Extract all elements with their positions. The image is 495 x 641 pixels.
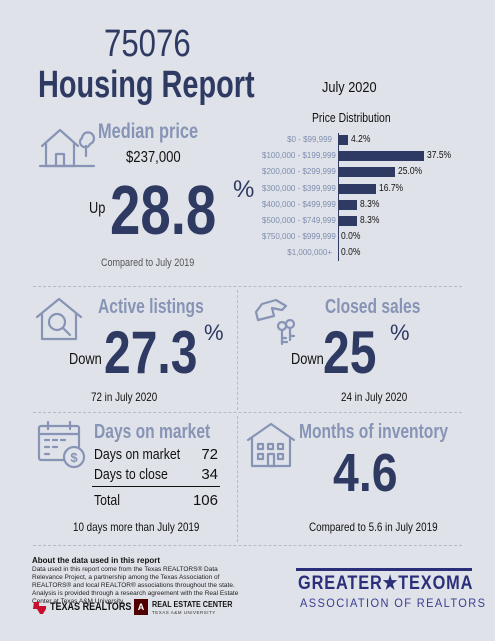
texas-shape-icon xyxy=(33,602,46,614)
building-icon xyxy=(246,422,296,468)
inventory-value: 4.6 xyxy=(333,443,398,503)
dom-row-value-1: 34 xyxy=(201,466,218,483)
active-listings-note: 72 in July 2020 xyxy=(91,390,158,404)
chart-category-label: $300,000 - $399,999 xyxy=(262,183,336,193)
price-distribution-chart: $0 - $99,999 4.2% $100,000 - $199,999 37.5%… xyxy=(250,133,490,273)
chart-value-label: 4.2% xyxy=(350,134,371,145)
svg-text:$: $ xyxy=(70,450,78,465)
dom-row-label-0: Days on market xyxy=(94,446,181,463)
chart-category-label: $750,000 - $999,999 xyxy=(262,232,336,242)
chart-axis-line xyxy=(338,133,339,261)
about-title: About the data used in this report xyxy=(32,556,161,565)
months-of-inventory-title: Months of inventory xyxy=(299,421,449,443)
chart-category-label: $500,000 - $749,999 xyxy=(262,216,336,225)
chart-value-label: 37.5% xyxy=(427,150,452,162)
chart-category-label: $0 - $99,999 xyxy=(287,135,332,144)
chart-category-label: $100,000 - $199,999 xyxy=(262,151,336,161)
divider-bottom xyxy=(33,545,462,546)
closed-direction: Down xyxy=(291,351,324,368)
about-text: Data used in this report come from the T… xyxy=(32,566,239,605)
closed-change: 25 xyxy=(323,319,377,386)
house-tree-icon xyxy=(38,128,96,168)
divider-middle xyxy=(33,412,462,413)
chart-category-label: $200,000 - $299,999 xyxy=(262,167,336,177)
chart-category-label: $400,000 - $499,999 xyxy=(262,199,336,209)
dom-note: 10 days more than July 2019 xyxy=(73,520,200,534)
dom-row-value-0: 72 xyxy=(201,446,218,463)
closed-change-unit: % xyxy=(390,320,410,345)
chart-value-label: 8.3% xyxy=(360,198,380,210)
chart-bar xyxy=(338,135,348,145)
dom-row-label-1: Days to close xyxy=(94,466,168,483)
dom-total-label: Total xyxy=(94,492,120,509)
median-price-value: $237,000 xyxy=(126,149,181,166)
median-change: 28.8 xyxy=(110,171,217,249)
days-on-market-title: Days on market xyxy=(94,421,211,443)
texas-realtors-text: TEXAS REALTORS xyxy=(50,601,132,613)
closed-sales-title: Closed sales xyxy=(325,296,421,318)
median-compare-note: Compared to July 2019 xyxy=(101,257,195,269)
median-change-unit: % xyxy=(233,176,255,203)
active-listings-title: Active listings xyxy=(98,296,204,318)
report-month: July 2020 xyxy=(322,79,377,96)
divider-vertical-lower xyxy=(237,416,238,542)
closed-sales-note: 24 in July 2020 xyxy=(341,390,408,404)
active-change-unit: % xyxy=(204,320,224,345)
rec-line2: TEXAS A&M UNIVERSITY xyxy=(152,610,216,615)
chart-bar xyxy=(338,199,358,210)
divider-top xyxy=(33,286,462,287)
zip-code: 75076 xyxy=(104,23,191,65)
magnifier-house-icon xyxy=(35,297,83,341)
rec-line1: REAL ESTATE CENTER xyxy=(152,600,233,609)
inventory-note: Compared to 5.6 in July 2019 xyxy=(309,520,438,534)
chart-value-label: 0.0% xyxy=(341,247,361,259)
chart-value-label: 25.0% xyxy=(398,166,423,178)
chart-bar xyxy=(338,216,358,226)
active-change: 27.3 xyxy=(104,319,198,386)
median-direction: Up xyxy=(89,200,106,217)
texas-realtors-logo: TEXAS REALTORS xyxy=(32,600,131,616)
tamu-mark-icon: A xyxy=(134,599,148,615)
median-price-title: Median price xyxy=(98,120,199,143)
real-estate-center-logo: A REAL ESTATE CENTER TEXAS A&M UNIVERSIT… xyxy=(134,598,244,618)
active-direction: Down xyxy=(69,351,102,368)
dom-total-value: 106 xyxy=(192,492,218,509)
hand-keys-icon xyxy=(254,298,296,346)
chart-bar xyxy=(338,151,424,162)
chart-value-label: 8.3% xyxy=(360,215,380,226)
price-distribution-title: Price Distribution xyxy=(312,110,391,125)
calendar-dollar-icon: $ xyxy=(37,420,86,469)
chart-value-label: 16.7% xyxy=(379,182,404,194)
chart-bar xyxy=(338,183,377,194)
greater-texoma-logo: GREATER★TEXOMA ASSOCIATION OF REALTORS xyxy=(296,568,485,614)
report-title: Housing Report xyxy=(38,64,255,106)
chart-category-label: $1,000,000+ xyxy=(287,248,332,258)
gt-top-rule xyxy=(296,568,472,571)
divider-vertical-upper xyxy=(237,290,238,410)
gt-line2: ASSOCIATION OF REALTORS xyxy=(300,596,487,610)
dom-total-rule xyxy=(92,486,220,487)
gt-line1: GREATER★TEXOMA xyxy=(298,573,474,594)
chart-value-label: 0.0% xyxy=(341,231,361,243)
chart-bar xyxy=(338,167,396,178)
